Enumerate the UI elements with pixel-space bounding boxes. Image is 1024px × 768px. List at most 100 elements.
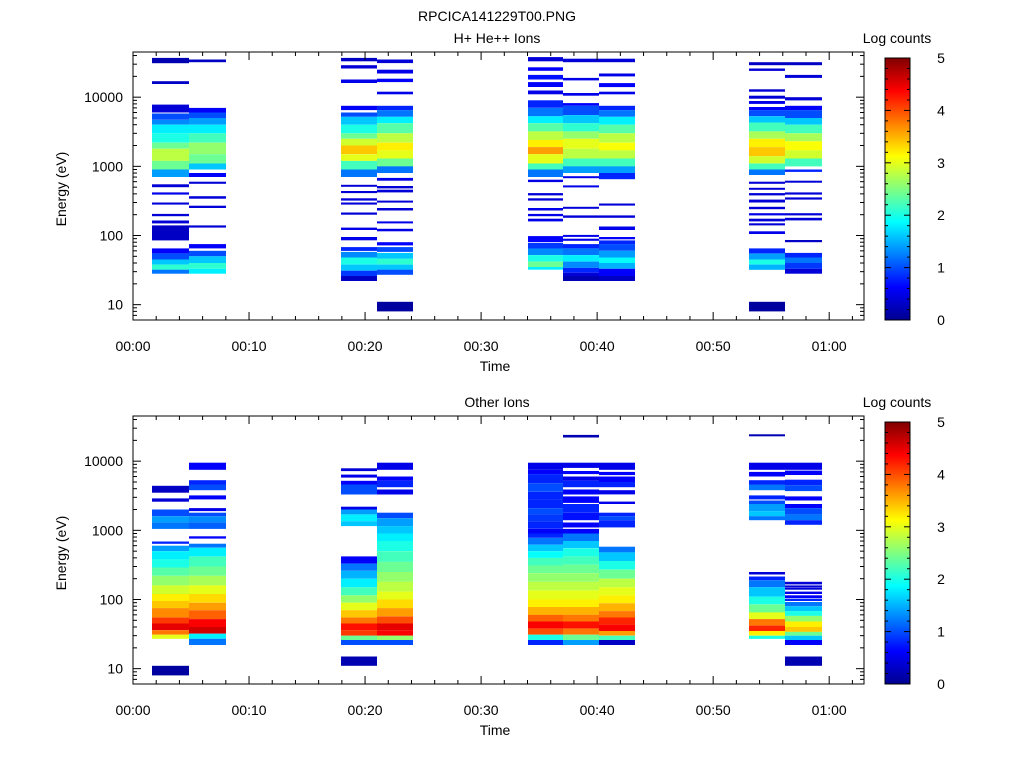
energy-bin: [341, 202, 377, 205]
energy-bin: [563, 599, 599, 607]
energy-bin: [749, 138, 785, 147]
time-column: [599, 462, 635, 645]
energy-bin: [749, 122, 785, 132]
energy-bin: [377, 123, 413, 134]
colorbar-tick-label: 0: [937, 676, 945, 692]
energy-bin: [749, 213, 785, 216]
energy-bin: [563, 255, 599, 262]
energy-bin: [377, 591, 413, 600]
energy-bin: [189, 462, 226, 470]
energy-bin: [599, 83, 635, 88]
energy-bin: [189, 547, 226, 557]
x-tick-label: 00:30: [464, 338, 499, 354]
energy-bin: [563, 476, 599, 481]
energy-bin: [152, 113, 189, 120]
energy-bin: [749, 434, 785, 437]
energy-bin: [599, 617, 635, 625]
energy-bin: [563, 185, 599, 188]
energy-bin: [152, 601, 189, 609]
energy-bin: [599, 587, 635, 596]
energy-bin: [528, 469, 563, 475]
energy-bin: [599, 73, 635, 77]
y-axis-label: Energy (eV): [53, 516, 69, 591]
energy-bin: [377, 177, 413, 181]
colorbar-tick-label: 5: [937, 414, 945, 430]
energy-bin: [749, 95, 785, 99]
energy-bin: [749, 495, 785, 500]
energy-bin: [189, 196, 226, 199]
energy-bin: [189, 536, 226, 539]
energy-bin: [528, 581, 563, 591]
energy-bin: [599, 257, 635, 263]
energy-bin: [189, 495, 226, 500]
energy-bin: [563, 115, 599, 124]
energy-bin: [341, 514, 377, 522]
x-axis-label: Time: [480, 722, 511, 738]
energy-bin: [377, 258, 413, 265]
figure-title: RPCICA141229T00.PNG: [418, 8, 576, 24]
energy-bin: [599, 240, 635, 245]
energy-bin: [749, 248, 785, 254]
energy-bin: [785, 470, 822, 475]
energy-bin: [528, 90, 563, 95]
time-column: [528, 57, 563, 270]
energy-bin: [563, 244, 599, 249]
energy-bin: [563, 215, 599, 218]
energy-bin: [749, 253, 785, 260]
energy-bin: [152, 585, 189, 594]
energy-bin: [599, 640, 635, 645]
energy-bin: [563, 512, 599, 521]
energy-bin: [563, 533, 599, 541]
energy-bin: [563, 148, 599, 159]
energy-bin: [528, 544, 563, 552]
energy-bin: [785, 62, 822, 66]
energy-bin: [599, 263, 635, 269]
x-tick-label: 00:00: [115, 338, 150, 354]
energy-bin: [341, 595, 377, 603]
energy-bin: [563, 103, 599, 106]
energy-bin: [152, 617, 189, 624]
energy-bin: [189, 181, 226, 184]
energy-bin: [785, 124, 822, 134]
energy-bin: [341, 65, 377, 69]
energy-bin: [152, 264, 189, 270]
energy-bin: [749, 612, 785, 620]
energy-bin: [152, 545, 189, 552]
energy-bin: [785, 110, 822, 118]
time-column: [785, 462, 822, 666]
energy-bin: [341, 617, 377, 624]
energy-bin: [341, 145, 377, 155]
y-tick-label: 10000: [84, 89, 123, 105]
energy-bin: [528, 557, 563, 566]
energy-bin: [563, 548, 599, 557]
energy-bin: [377, 186, 413, 189]
colorbar-label: Log counts: [863, 30, 932, 46]
energy-bin: [528, 483, 563, 492]
energy-bin: [152, 253, 189, 260]
energy-bin: [599, 133, 635, 143]
energy-bin: [341, 474, 377, 478]
energy-bin: [563, 556, 599, 565]
energy-bin: [341, 563, 377, 571]
energy-bin: [785, 587, 822, 590]
energy-bin: [189, 480, 226, 485]
energy-bin: [599, 520, 635, 528]
energy-bin: [152, 665, 189, 676]
energy-bin: [749, 511, 785, 517]
energy-bin: [341, 270, 377, 276]
time-column: [563, 434, 599, 645]
energy-bin: [599, 58, 635, 63]
energy-bin: [528, 198, 563, 201]
energy-bin: [599, 250, 635, 258]
energy-bin: [528, 213, 563, 217]
time-column: [341, 57, 377, 281]
energy-bin: [599, 561, 635, 570]
energy-bin: [377, 640, 413, 645]
time-column: [528, 462, 563, 645]
energy-bin: [563, 614, 599, 622]
energy-bin: [563, 166, 599, 173]
energy-bin: [377, 110, 413, 117]
energy-bin: [749, 193, 785, 196]
energy-bin: [563, 640, 599, 645]
energy-bin: [152, 57, 189, 64]
